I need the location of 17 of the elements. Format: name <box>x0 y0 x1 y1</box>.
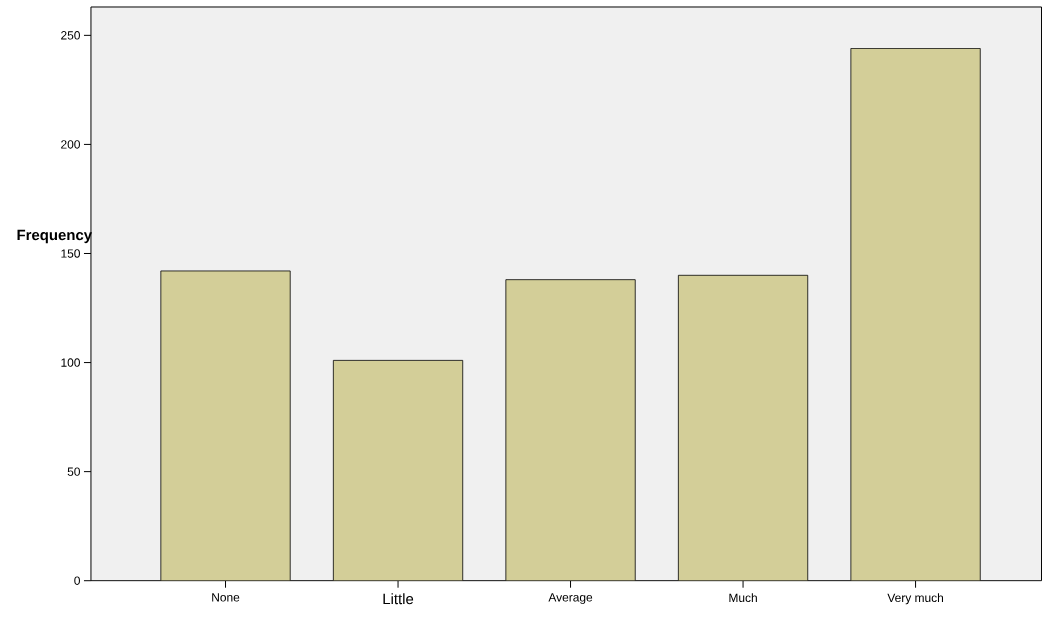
y-tick-label: 100 <box>61 358 80 367</box>
y-tick-label: 50 <box>67 467 80 477</box>
bar <box>850 48 981 581</box>
x-tick-label: Much <box>729 593 757 603</box>
bar <box>505 279 636 581</box>
y-tick-label: 250 <box>61 31 80 40</box>
bar <box>160 271 291 581</box>
y-axis-title: Frequency <box>17 229 92 244</box>
x-tick-label: Little <box>383 593 414 605</box>
x-tick-label: Very much <box>887 593 944 605</box>
x-tick-label: None <box>212 593 240 602</box>
bar <box>332 360 464 581</box>
y-tick-label: 0 <box>74 576 80 586</box>
y-tick-label: 150 <box>61 249 80 258</box>
x-tick-label: Average <box>548 593 593 605</box>
y-tick-label: 200 <box>61 140 80 149</box>
bar <box>677 275 809 581</box>
